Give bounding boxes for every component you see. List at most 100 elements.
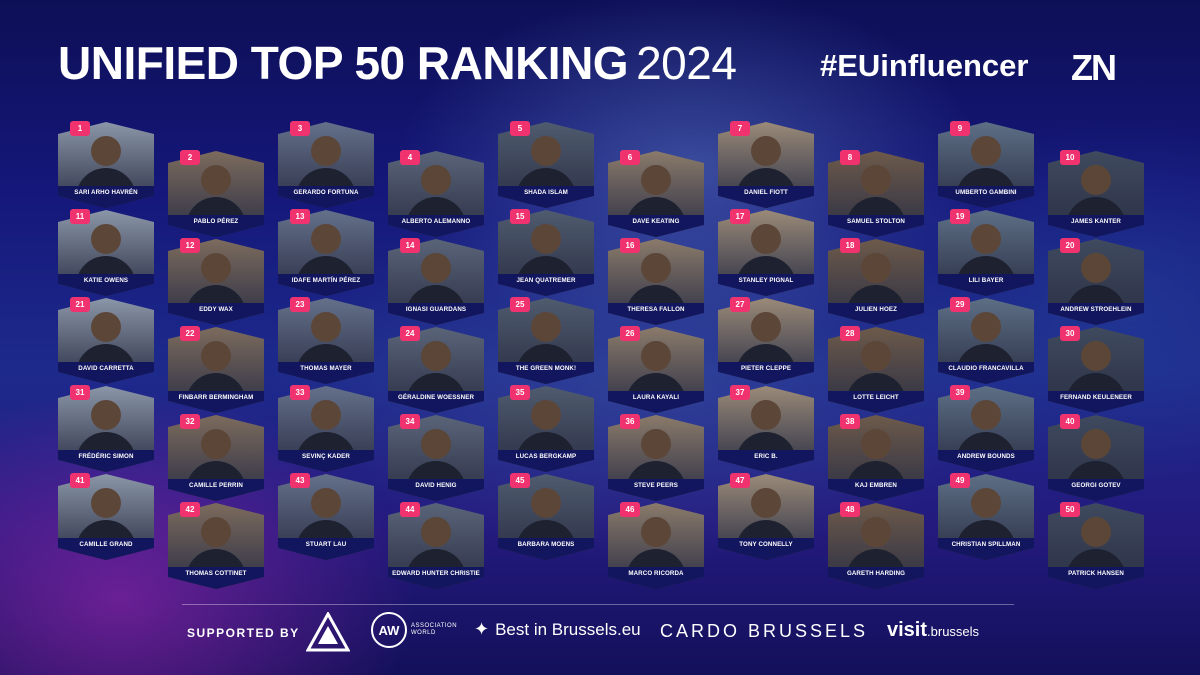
influencer-name: GÉRALDINE WOESSNER: [388, 391, 484, 413]
person-head-icon: [1081, 341, 1111, 371]
rank-badge: 32: [180, 414, 200, 429]
title-main: UNIFIED TOP 50 RANKING: [58, 37, 629, 89]
person-head-icon: [971, 224, 1001, 254]
influencer-card: CAMILLE PERRIN 32: [168, 414, 264, 511]
rank-badge: 25: [510, 297, 530, 312]
rank-badge: 49: [950, 473, 970, 488]
rank-badge: 38: [840, 414, 860, 429]
influencer-name: SARI ARHO HAVRÉN: [58, 186, 154, 208]
influencer-card: JEAN QUATREMER 15: [498, 209, 594, 306]
influencer-card: ANDREW STROEHLEIN 20: [1048, 238, 1144, 335]
influencer-name: BARBARA MOENS: [498, 538, 594, 560]
aw-line2: WORLD: [411, 630, 436, 636]
influencer-name: LUCAS BERGKAMP: [498, 450, 594, 472]
person-head-icon: [861, 517, 891, 547]
influencer-card: PATRICK HANSEN 50: [1048, 502, 1144, 599]
influencer-name: CLAUDIO FRANCAVILLA: [938, 362, 1034, 384]
rank-badge: 8: [840, 150, 860, 165]
influencer-card: THERESA FALLON 16: [608, 238, 704, 335]
influencer-card: STANLEY PIGNAL 17: [718, 209, 814, 306]
influencer-name: DANIEL FIOTT: [718, 186, 814, 208]
influencer-card: ALBERTO ALEMANNO 4: [388, 150, 484, 247]
influencer-card: CLAUDIO FRANCAVILLA 29: [938, 297, 1034, 394]
influencer-name: IDAFE MARTÍN PÉREZ: [278, 274, 374, 296]
person-head-icon: [751, 136, 781, 166]
person-head-icon: [641, 341, 671, 371]
influencer-card: PIETER CLEPPE 27: [718, 297, 814, 394]
person-head-icon: [971, 312, 1001, 342]
influencer-name: GARETH HARDING: [828, 567, 924, 589]
influencer-name: THOMAS MAYER: [278, 362, 374, 384]
rank-badge: 7: [730, 121, 750, 136]
influencer-name: PIETER CLEPPE: [718, 362, 814, 384]
person-head-icon: [971, 488, 1001, 518]
influencer-name: IGNASI GUARDANS: [388, 303, 484, 325]
influencer-card: SAMUEL STOLTON 8: [828, 150, 924, 247]
influencer-name: JAMES KANTER: [1048, 215, 1144, 237]
sponsor-visit-brussels: visit.brussels: [887, 620, 979, 640]
rank-badge: 41: [70, 473, 90, 488]
influencer-card: EDWARD HUNTER CHRISTIE 44: [388, 502, 484, 599]
person-head-icon: [311, 312, 341, 342]
influencer-card: GARETH HARDING 48: [828, 502, 924, 599]
influencer-name: STUART LAU: [278, 538, 374, 560]
person-head-icon: [311, 224, 341, 254]
influencer-name: ANDREW STROEHLEIN: [1048, 303, 1144, 325]
person-head-icon: [91, 400, 121, 430]
zn-logo: ZN: [1071, 47, 1117, 88]
rank-badge: 1: [70, 121, 90, 136]
person-head-icon: [751, 312, 781, 342]
visit-suffix: .brussels: [927, 624, 980, 639]
influencer-card: CAMILLE GRAND 41: [58, 473, 154, 570]
influencer-card: THE GREEN MONK! 25: [498, 297, 594, 394]
rank-badge: 37: [730, 385, 750, 400]
person-head-icon: [531, 400, 561, 430]
influencer-card: KAJ EMBREN 38: [828, 414, 924, 511]
rank-badge: 29: [950, 297, 970, 312]
rank-badge: 17: [730, 209, 750, 224]
rank-badge: 50: [1060, 502, 1080, 517]
rank-badge: 16: [620, 238, 640, 253]
influencer-name: SEVINÇ KADER: [278, 450, 374, 472]
influencer-card: ANDREW BOUNDS 39: [938, 385, 1034, 482]
influencer-card: FERNAND KEULENEER 30: [1048, 326, 1144, 423]
rank-badge: 20: [1060, 238, 1080, 253]
rank-badge: 31: [70, 385, 90, 400]
influencer-name: THOMAS COTTINET: [168, 567, 264, 589]
influencer-card: ERIC B. 37: [718, 385, 814, 482]
influencer-card: GERARDO FORTUNA 3: [278, 121, 374, 218]
rank-badge: 46: [620, 502, 640, 517]
influencer-card: PABLO PÉREZ 2: [168, 150, 264, 247]
influencer-card: KATIE OWENS 11: [58, 209, 154, 306]
influencer-name: LAURA KAYALI: [608, 391, 704, 413]
person-head-icon: [201, 517, 231, 547]
influencer-name: THE GREEN MONK!: [498, 362, 594, 384]
influencer-card: STUART LAU 43: [278, 473, 374, 570]
influencer-name: STANLEY PIGNAL: [718, 274, 814, 296]
person-head-icon: [971, 400, 1001, 430]
page-title: UNIFIED TOP 50 RANKING 2024: [58, 37, 737, 89]
person-head-icon: [1081, 253, 1111, 283]
influencer-card: SHADA ISLAM 5: [498, 121, 594, 218]
rank-badge: 23: [290, 297, 310, 312]
influencer-card: IDAFE MARTÍN PÉREZ 13: [278, 209, 374, 306]
influencer-card: THOMAS MAYER 23: [278, 297, 374, 394]
rank-badge: 39: [950, 385, 970, 400]
influencer-card: BARBARA MOENS 45: [498, 473, 594, 570]
person-head-icon: [531, 136, 561, 166]
influencer-name: FRÉDÉRIC SIMON: [58, 450, 154, 472]
rank-badge: 43: [290, 473, 310, 488]
person-head-icon: [861, 253, 891, 283]
rank-badge: 26: [620, 326, 640, 341]
influencer-name: LOTTE LEICHT: [828, 391, 924, 413]
person-head-icon: [641, 429, 671, 459]
rank-badge: 42: [180, 502, 200, 517]
rank-badge: 21: [70, 297, 90, 312]
person-head-icon: [421, 165, 451, 195]
influencer-name: LILI BAYER: [938, 274, 1034, 296]
influencer-card: GÉRALDINE WOESSNER 24: [388, 326, 484, 423]
influencer-card: LUCAS BERGKAMP 35: [498, 385, 594, 482]
sponsor-triangle-logo: [305, 610, 351, 652]
rank-badge: 44: [400, 502, 420, 517]
person-head-icon: [751, 224, 781, 254]
